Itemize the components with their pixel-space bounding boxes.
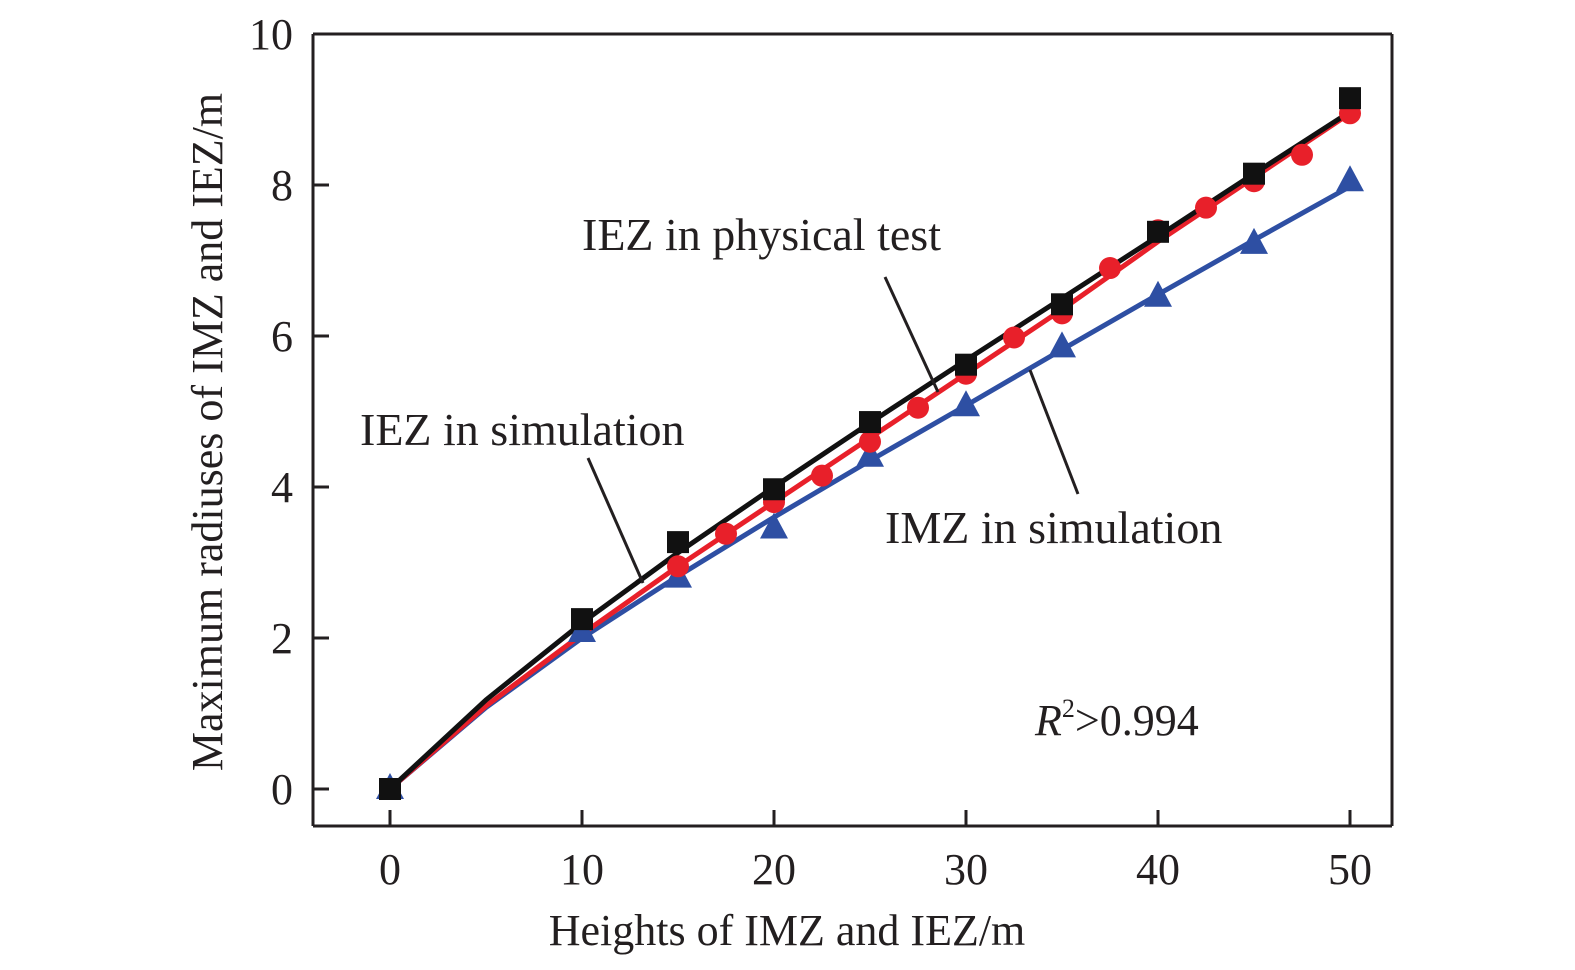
y-tick-label-4: 4 <box>271 463 293 512</box>
point-iez-in-simulation-5 <box>955 353 977 376</box>
y-tick-label-0: 0 <box>271 765 293 814</box>
point-imz-in-simulation-4 <box>856 440 884 467</box>
point-iez-in-simulation-8 <box>1243 162 1265 185</box>
x-tick-label-30: 30 <box>944 845 988 894</box>
point-iez-in-physical-test-4 <box>811 464 833 487</box>
point-imz-in-simulation-5 <box>952 390 980 417</box>
y-tick-label-6: 6 <box>271 312 293 361</box>
x-tick-label-0: 0 <box>379 845 401 894</box>
point-imz-in-simulation-7 <box>1144 280 1172 307</box>
annotation-imz-simulation: IMZ in simulation <box>885 502 1222 553</box>
annotation-leader-imz-simulation <box>1028 369 1080 495</box>
annotation-iez-simulation: IEZ in simulation <box>360 404 685 455</box>
annotation-leader-iez-physical-test <box>883 276 940 393</box>
point-iez-in-physical-test-5 <box>859 430 881 453</box>
r-squared-label: R2>0.994 <box>1034 694 1199 745</box>
point-iez-in-physical-test-1 <box>667 555 689 578</box>
point-iez-in-simulation-1 <box>571 608 593 631</box>
point-iez-in-physical-test-10 <box>1099 257 1121 280</box>
point-imz-in-simulation-8 <box>1240 227 1268 254</box>
point-iez-in-simulation-6 <box>1051 293 1073 316</box>
r-squared-sup: 2 <box>1062 694 1075 723</box>
point-iez-in-simulation-3 <box>763 478 785 501</box>
y-tick-label-2: 2 <box>271 614 293 663</box>
point-iez-in-simulation-9 <box>1339 87 1361 110</box>
x-tick-label-10: 10 <box>560 845 604 894</box>
axes: 0 2 4 6 8 10 0 10 20 30 40 50 <box>249 10 1394 894</box>
point-imz-in-simulation-6 <box>1048 331 1076 358</box>
point-iez-in-physical-test-8 <box>1003 326 1025 349</box>
annotation-leader-iez-simulation <box>586 457 645 584</box>
x-tick-label-40: 40 <box>1136 845 1180 894</box>
r-squared-base: R <box>1034 696 1062 745</box>
point-iez-in-simulation-7 <box>1147 220 1169 243</box>
point-imz-in-simulation-3 <box>760 512 788 539</box>
point-iez-in-physical-test-14 <box>1291 143 1313 166</box>
x-tick-label-20: 20 <box>752 845 796 894</box>
y-axis-title: Maximum radiuses of IMZ and IEZ/m <box>183 93 232 771</box>
y-tick-label-8: 8 <box>271 161 293 210</box>
x-axis-title: Heights of IMZ and IEZ/m <box>549 906 1026 955</box>
point-iez-in-physical-test-2 <box>715 522 737 545</box>
point-iez-in-simulation-0 <box>379 778 401 800</box>
point-imz-in-simulation-9 <box>1336 165 1364 192</box>
point-iez-in-simulation-2 <box>667 531 689 554</box>
point-iez-in-physical-test-6 <box>907 396 929 419</box>
series-line-imz-in-simulation <box>388 184 1352 791</box>
y-tick-label-10: 10 <box>249 10 293 59</box>
r-squared-value: >0.994 <box>1075 696 1199 745</box>
annotation-layer: IEZ in physical test IEZ in simulation I… <box>360 209 1222 745</box>
annotation-iez-physical-test: IEZ in physical test <box>582 209 941 260</box>
point-iez-in-simulation-4 <box>859 411 881 434</box>
series-layer <box>376 87 1364 800</box>
point-iez-in-physical-test-12 <box>1195 196 1217 219</box>
x-tick-label-50: 50 <box>1328 845 1372 894</box>
